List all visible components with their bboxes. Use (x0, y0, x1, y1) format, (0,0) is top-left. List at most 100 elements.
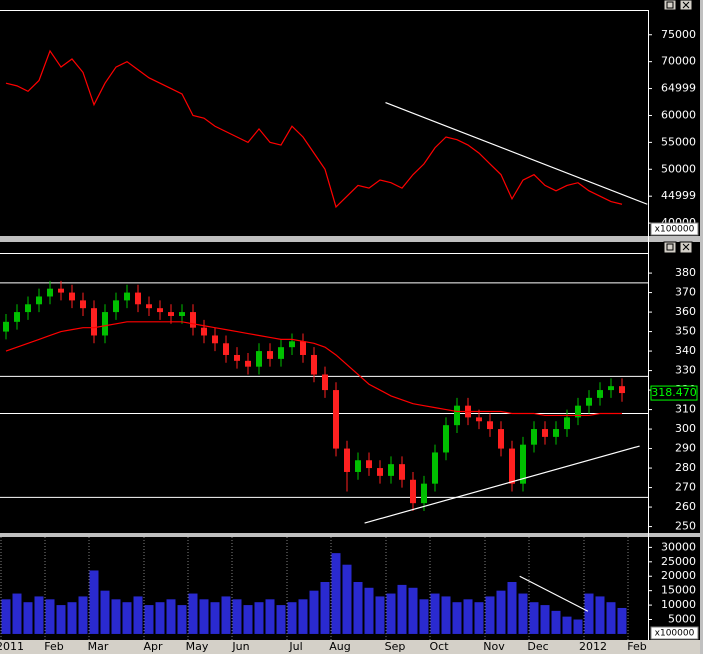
candle-body (586, 397, 592, 406)
volume-bar (386, 593, 396, 634)
last-price-box (650, 385, 698, 401)
y-tick-label: 370 (675, 286, 696, 299)
y-tick-label: 70000 (661, 55, 696, 68)
volume-bar (199, 599, 209, 634)
x-tick-label: Dec (527, 640, 548, 653)
multiplier-label: x100000 (655, 225, 695, 235)
candle-body (289, 341, 295, 348)
x-tick-label: Jul (288, 640, 302, 653)
candle-body (476, 417, 482, 422)
multiplier-label: x100000 (655, 629, 695, 639)
x-tick-label: Aug (329, 640, 350, 653)
maximize-icon (666, 1, 674, 9)
y-tick-label: 60000 (661, 108, 696, 121)
y-tick-label: 330 (675, 364, 696, 377)
y-tick-label: 5000 (668, 613, 696, 626)
y-tick-label: 50000 (661, 162, 696, 175)
y-tick-label: 340 (675, 344, 696, 357)
volume-bar (232, 599, 242, 634)
candle-body (608, 386, 614, 391)
volume-bar (595, 596, 605, 634)
candle-body (146, 304, 152, 309)
x-tick-label: Jun (231, 640, 249, 653)
y-tick-label: 25000 (661, 555, 696, 568)
close-icon (682, 1, 690, 9)
y-tick-label: 380 (675, 266, 696, 279)
candle-body (410, 479, 416, 504)
candle-body (311, 354, 317, 375)
volume-bar (34, 596, 44, 634)
multiplier-box (650, 222, 699, 236)
x-tick-label: Apr (143, 640, 163, 653)
candle-body (58, 288, 64, 293)
y-tick-label: 20000 (661, 569, 696, 582)
volume-bar (100, 590, 110, 634)
y-tick-label: 30000 (661, 540, 696, 553)
maximize-button[interactable] (663, 0, 677, 11)
candle-body (498, 429, 504, 449)
x-tick-label: Nov (483, 640, 505, 653)
candle-body (212, 335, 218, 344)
candle-body (388, 464, 394, 476)
candle-body (575, 405, 581, 418)
candle-body (322, 374, 328, 391)
volume-bar (573, 619, 583, 634)
candle-body (91, 308, 97, 336)
maximize-icon (666, 243, 674, 251)
candle-body (47, 288, 53, 297)
volume-bar (353, 582, 363, 634)
y-tick-label: 75000 (661, 28, 696, 41)
candle-body (344, 448, 350, 472)
volume-bar (133, 596, 143, 634)
candle-body (36, 296, 42, 305)
pane: 3803703603503403303203103002902802702602… (0, 266, 698, 533)
plot-area (5, 49, 648, 209)
candle-body (267, 351, 273, 359)
candle-body (157, 308, 163, 313)
volume-bar (430, 593, 440, 634)
volume-bar (23, 602, 33, 634)
candle-body (421, 483, 427, 504)
candle-body (531, 429, 537, 445)
volume-bar (463, 599, 473, 634)
plot-area (0, 280, 648, 524)
y-tick-label: 44999 (661, 189, 696, 202)
volume-bar (540, 605, 550, 634)
pane-buttons[interactable] (663, 0, 693, 11)
volume-bar (551, 610, 561, 634)
candle-body (454, 405, 460, 426)
candle-body (399, 464, 405, 480)
volume-bar (155, 602, 165, 634)
volume-bar (12, 593, 22, 634)
volume-bar (331, 553, 341, 634)
volume-bar (276, 605, 286, 634)
x-tick-label: Feb (44, 640, 63, 653)
volume-bar (441, 596, 451, 634)
multiplier-box (650, 626, 699, 640)
candle-body (201, 327, 207, 336)
candle-body (113, 300, 119, 313)
volume-bar (584, 593, 594, 634)
volume-bar (309, 590, 319, 634)
volume-bar (265, 599, 275, 634)
volume-bar (496, 590, 506, 634)
candle-body (124, 292, 130, 301)
pane-separator (0, 533, 703, 537)
y-tick-label: 260 (675, 500, 696, 513)
pane-buttons[interactable] (663, 241, 693, 254)
candle-body (542, 429, 548, 437)
volume-bar (56, 605, 66, 634)
y-tick-label: 290 (675, 442, 696, 455)
candle-body (135, 292, 141, 305)
candle-body (509, 448, 515, 484)
maximize-button[interactable] (663, 241, 677, 254)
x-tick-label: Oct (429, 640, 449, 653)
last-price-label: 318.470 (651, 386, 697, 399)
trendline (364, 445, 640, 524)
candle-body (366, 460, 372, 469)
moving-average (5, 321, 622, 417)
candle-body (333, 390, 339, 449)
